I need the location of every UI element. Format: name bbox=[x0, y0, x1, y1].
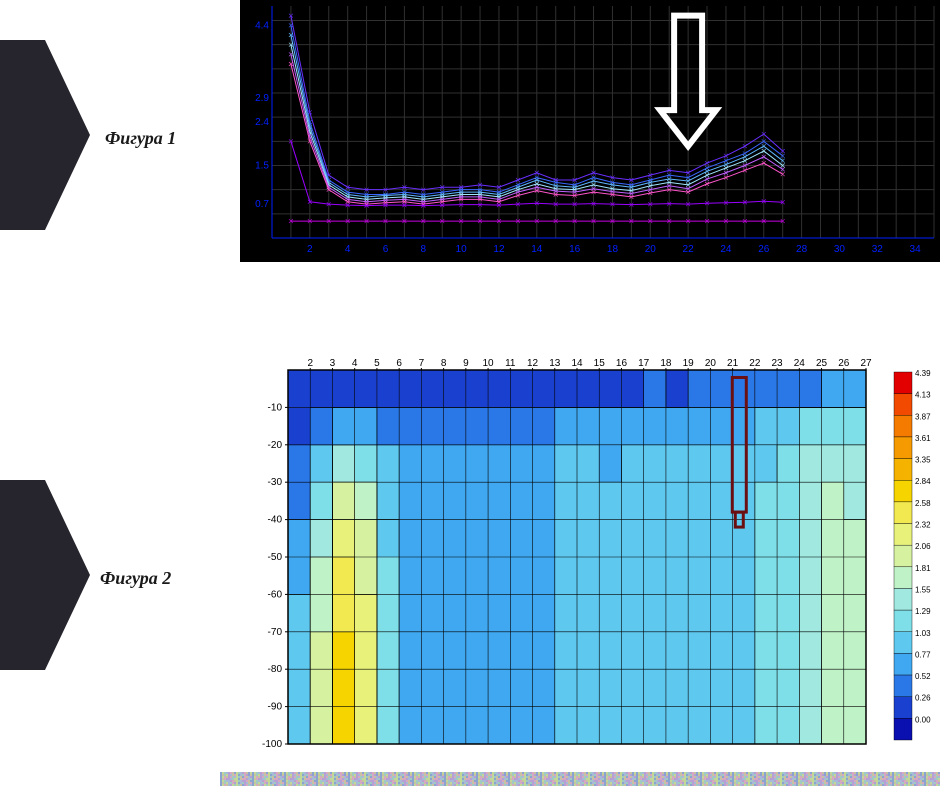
svg-text:2.58: 2.58 bbox=[915, 499, 931, 508]
svg-text:-30: -30 bbox=[268, 477, 283, 488]
svg-text:2.84: 2.84 bbox=[915, 477, 931, 486]
svg-text:1.5: 1.5 bbox=[255, 161, 269, 172]
svg-text:0.7: 0.7 bbox=[255, 199, 269, 210]
svg-text:13: 13 bbox=[549, 358, 561, 369]
svg-text:6: 6 bbox=[383, 244, 389, 255]
svg-text:6: 6 bbox=[396, 358, 402, 369]
svg-text:4: 4 bbox=[345, 244, 351, 255]
svg-text:4.4: 4.4 bbox=[255, 20, 269, 31]
svg-text:2.06: 2.06 bbox=[915, 542, 931, 551]
svg-text:24: 24 bbox=[720, 244, 732, 255]
svg-text:16: 16 bbox=[569, 244, 581, 255]
svg-text:20: 20 bbox=[645, 244, 657, 255]
svg-text:3.61: 3.61 bbox=[915, 434, 931, 443]
svg-text:22: 22 bbox=[749, 358, 761, 369]
pointer-fig1 bbox=[0, 40, 90, 230]
svg-text:-50: -50 bbox=[268, 552, 283, 563]
svg-text:17: 17 bbox=[638, 358, 650, 369]
svg-text:25: 25 bbox=[816, 358, 828, 369]
svg-text:27: 27 bbox=[860, 358, 872, 369]
svg-text:22: 22 bbox=[683, 244, 695, 255]
svg-text:14: 14 bbox=[571, 358, 583, 369]
svg-text:15: 15 bbox=[594, 358, 606, 369]
svg-text:2: 2 bbox=[307, 358, 313, 369]
svg-text:2.32: 2.32 bbox=[915, 521, 931, 530]
svg-text:9: 9 bbox=[463, 358, 469, 369]
svg-text:8: 8 bbox=[421, 244, 427, 255]
svg-text:26: 26 bbox=[758, 244, 770, 255]
svg-text:-10: -10 bbox=[268, 402, 283, 413]
pointer-fig2 bbox=[0, 480, 90, 670]
svg-text:1.55: 1.55 bbox=[915, 585, 931, 594]
svg-text:-40: -40 bbox=[268, 515, 283, 526]
svg-text:18: 18 bbox=[607, 244, 619, 255]
svg-text:3.35: 3.35 bbox=[915, 456, 931, 465]
svg-text:26: 26 bbox=[838, 358, 850, 369]
svg-text:0.00: 0.00 bbox=[915, 715, 931, 724]
svg-text:-60: -60 bbox=[268, 589, 283, 600]
svg-text:32: 32 bbox=[872, 244, 884, 255]
svg-text:2.4: 2.4 bbox=[255, 117, 269, 128]
svg-text:4.13: 4.13 bbox=[915, 391, 931, 400]
svg-text:19: 19 bbox=[683, 358, 695, 369]
svg-text:-80: -80 bbox=[268, 664, 283, 675]
svg-text:4.39: 4.39 bbox=[915, 369, 931, 378]
svg-text:12: 12 bbox=[527, 358, 539, 369]
svg-text:10: 10 bbox=[483, 358, 495, 369]
svg-text:1.03: 1.03 bbox=[915, 629, 931, 638]
svg-text:3: 3 bbox=[330, 358, 336, 369]
svg-text:0.26: 0.26 bbox=[915, 694, 931, 703]
svg-text:10: 10 bbox=[456, 244, 468, 255]
svg-text:14: 14 bbox=[531, 244, 543, 255]
chart1-line-plot: 0.71.52.42.94.42468101214161820222426283… bbox=[240, 0, 940, 262]
svg-text:8: 8 bbox=[441, 358, 447, 369]
svg-text:3.87: 3.87 bbox=[915, 412, 931, 421]
label-fig2: Фигура 2 bbox=[100, 568, 171, 589]
chart2-contour-plot: 2345678910111213141516171819202122232425… bbox=[240, 352, 940, 752]
svg-text:2.9: 2.9 bbox=[255, 93, 269, 104]
svg-text:4: 4 bbox=[352, 358, 358, 369]
svg-text:18: 18 bbox=[660, 358, 672, 369]
svg-text:1.81: 1.81 bbox=[915, 564, 931, 573]
svg-text:28: 28 bbox=[796, 244, 808, 255]
svg-text:-70: -70 bbox=[268, 627, 283, 638]
svg-text:11: 11 bbox=[505, 358, 516, 369]
svg-text:34: 34 bbox=[910, 244, 922, 255]
svg-text:-20: -20 bbox=[268, 440, 283, 451]
svg-text:30: 30 bbox=[834, 244, 846, 255]
decorative-noise-bar bbox=[220, 772, 940, 786]
svg-text:0.52: 0.52 bbox=[915, 672, 931, 681]
svg-text:20: 20 bbox=[705, 358, 717, 369]
svg-text:-100: -100 bbox=[262, 739, 282, 750]
svg-text:2: 2 bbox=[307, 244, 313, 255]
svg-text:21: 21 bbox=[727, 358, 739, 369]
svg-text:5: 5 bbox=[374, 358, 380, 369]
svg-text:23: 23 bbox=[772, 358, 784, 369]
svg-text:24: 24 bbox=[794, 358, 806, 369]
svg-text:12: 12 bbox=[493, 244, 505, 255]
svg-text:0.77: 0.77 bbox=[915, 650, 931, 659]
label-fig1: Фигура 1 bbox=[105, 128, 176, 149]
svg-text:-90: -90 bbox=[268, 702, 283, 713]
svg-text:1.29: 1.29 bbox=[915, 607, 931, 616]
svg-text:16: 16 bbox=[616, 358, 628, 369]
svg-text:7: 7 bbox=[419, 358, 425, 369]
